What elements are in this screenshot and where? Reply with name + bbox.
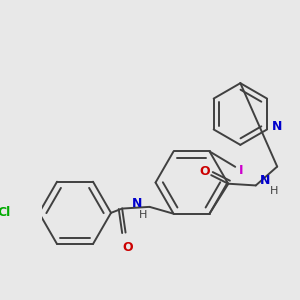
Text: N: N: [272, 119, 283, 133]
Text: O: O: [122, 241, 133, 254]
Text: Cl: Cl: [0, 206, 11, 219]
Text: N: N: [260, 174, 270, 187]
Text: O: O: [199, 165, 210, 178]
Text: I: I: [238, 164, 243, 177]
Text: H: H: [269, 186, 278, 196]
Text: H: H: [139, 210, 147, 220]
Text: N: N: [132, 197, 143, 210]
